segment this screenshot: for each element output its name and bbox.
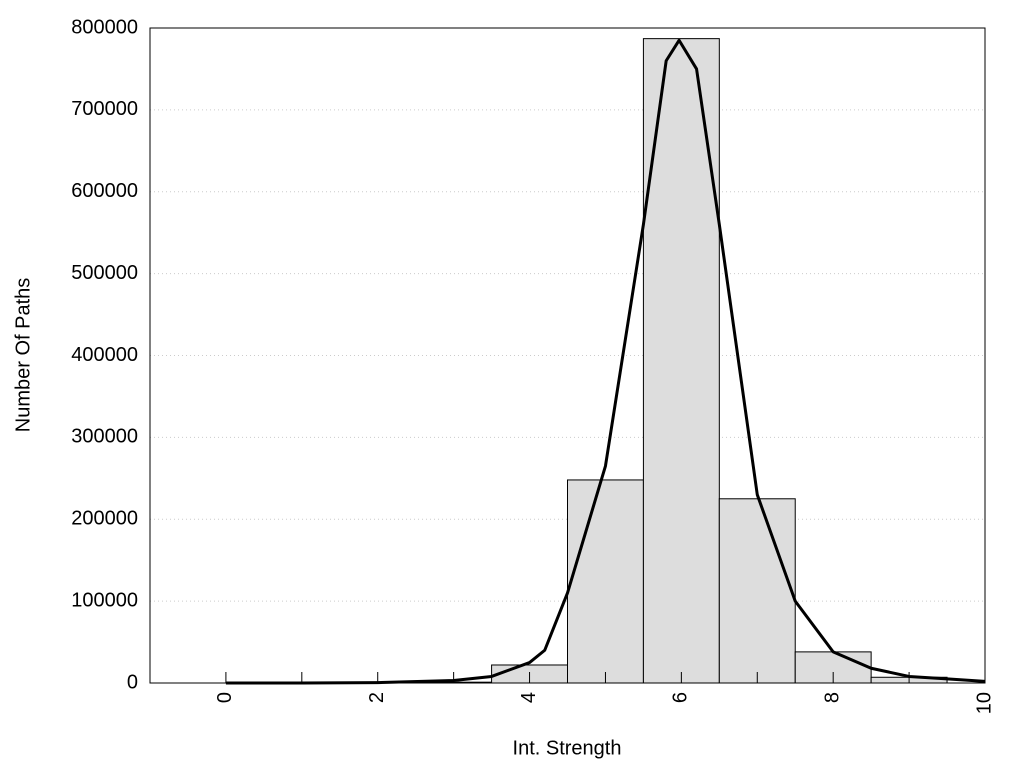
y-tick-label: 500000 [71,262,138,284]
x-tick-label: 2 [366,692,388,703]
y-tick-label: 800000 [71,16,138,38]
y-tick-label: 700000 [71,98,138,120]
x-tick-label: 4 [518,692,540,703]
x-tick-label: 10 [973,692,995,714]
bar [567,479,644,684]
bar [718,498,796,684]
y-tick-label: 200000 [71,508,138,530]
plot-frame [149,27,986,684]
x-tick-label: 6 [670,692,692,703]
y-tick-label: 100000 [71,589,138,611]
y-tick-label: 400000 [71,344,138,366]
y-tick-label: 0 [127,671,138,693]
x-tick-label: 8 [821,692,843,703]
fit-curve [225,38,986,685]
x-axis-label: Int. Strength [513,737,622,759]
y-tick-label: 600000 [71,180,138,202]
y-tick-label: 300000 [71,426,138,448]
y-axis-label: Number Of Paths [12,278,34,433]
x-tick-label: 0 [214,692,236,703]
